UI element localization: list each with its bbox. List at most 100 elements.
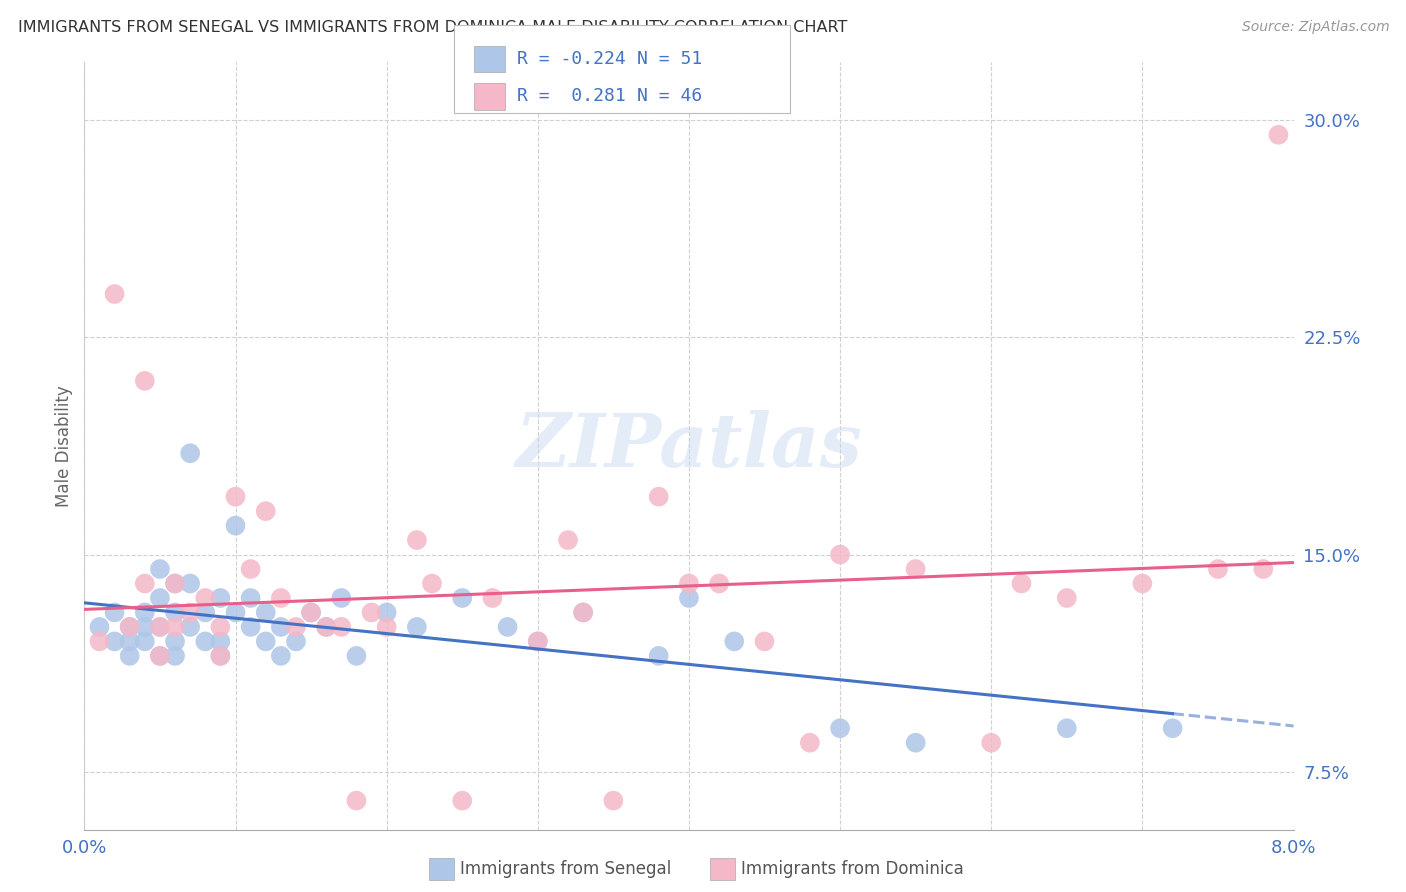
Point [270,620,292,634]
Point [285,620,308,634]
Point [527,634,550,648]
Point [149,648,172,663]
Point [830,721,852,735]
Point [451,794,474,808]
Point [346,648,368,663]
Point [254,606,277,620]
Point [179,446,201,460]
Point [1161,721,1184,735]
Point [830,548,852,562]
Point [89,634,111,648]
Point [149,648,172,663]
Point [299,606,322,620]
Point [165,648,187,663]
Point [118,634,141,648]
Point [315,620,337,634]
Point [375,620,398,634]
Point [104,606,127,620]
Point [557,533,579,547]
Y-axis label: Male Disability: Male Disability [55,385,73,507]
Text: Immigrants from Senegal: Immigrants from Senegal [460,860,671,878]
Point [285,634,308,648]
Text: Immigrants from Dominica: Immigrants from Dominica [741,860,963,878]
Point [1253,562,1275,576]
Point [179,620,201,634]
Point [420,576,443,591]
Point [678,576,700,591]
Point [602,794,624,808]
Point [496,620,519,634]
Text: N = 51: N = 51 [637,50,702,68]
Point [799,736,821,750]
Point [406,533,429,547]
Point [678,591,700,605]
Point [572,606,595,620]
Point [225,606,247,620]
Point [330,591,353,605]
Point [270,648,292,663]
Point [118,648,141,663]
Point [209,648,232,663]
Point [194,606,217,620]
Point [904,736,927,750]
Point [299,606,322,620]
Point [165,576,187,591]
Point [481,591,503,605]
Point [1132,576,1154,591]
Point [104,634,127,648]
Point [165,606,187,620]
Point [149,620,172,634]
Point [149,620,172,634]
Point [134,634,156,648]
Text: Source: ZipAtlas.com: Source: ZipAtlas.com [1241,20,1389,34]
Point [904,562,927,576]
Point [194,591,217,605]
Text: R =  0.281: R = 0.281 [517,87,626,105]
Point [149,591,172,605]
Point [89,620,111,634]
Point [225,518,247,533]
Point [709,576,731,591]
Point [149,562,172,576]
Point [360,606,382,620]
Point [179,606,201,620]
Point [209,591,232,605]
Point [648,648,671,663]
Point [346,794,368,808]
Point [134,620,156,634]
Point [315,620,337,634]
Point [270,591,292,605]
Text: IMMIGRANTS FROM SENEGAL VS IMMIGRANTS FROM DOMINICA MALE DISABILITY CORRELATION : IMMIGRANTS FROM SENEGAL VS IMMIGRANTS FR… [18,20,848,35]
Point [527,634,550,648]
Point [254,504,277,518]
Point [134,606,156,620]
Point [980,736,1002,750]
Point [1206,562,1229,576]
Point [134,374,156,388]
Point [1011,576,1033,591]
Point [406,620,429,634]
Point [723,634,745,648]
Point [118,620,141,634]
Point [572,606,595,620]
Point [118,620,141,634]
Point [134,576,156,591]
Point [451,591,474,605]
Point [1056,591,1078,605]
Point [209,648,232,663]
Text: ZIPatlas: ZIPatlas [516,409,862,483]
Point [179,576,201,591]
Point [209,634,232,648]
Point [165,634,187,648]
Point [754,634,776,648]
Point [254,634,277,648]
Point [209,620,232,634]
Text: N = 46: N = 46 [637,87,702,105]
Point [194,634,217,648]
Point [225,490,247,504]
Point [330,620,353,634]
Point [239,562,262,576]
Point [239,591,262,605]
Point [375,606,398,620]
Point [165,576,187,591]
